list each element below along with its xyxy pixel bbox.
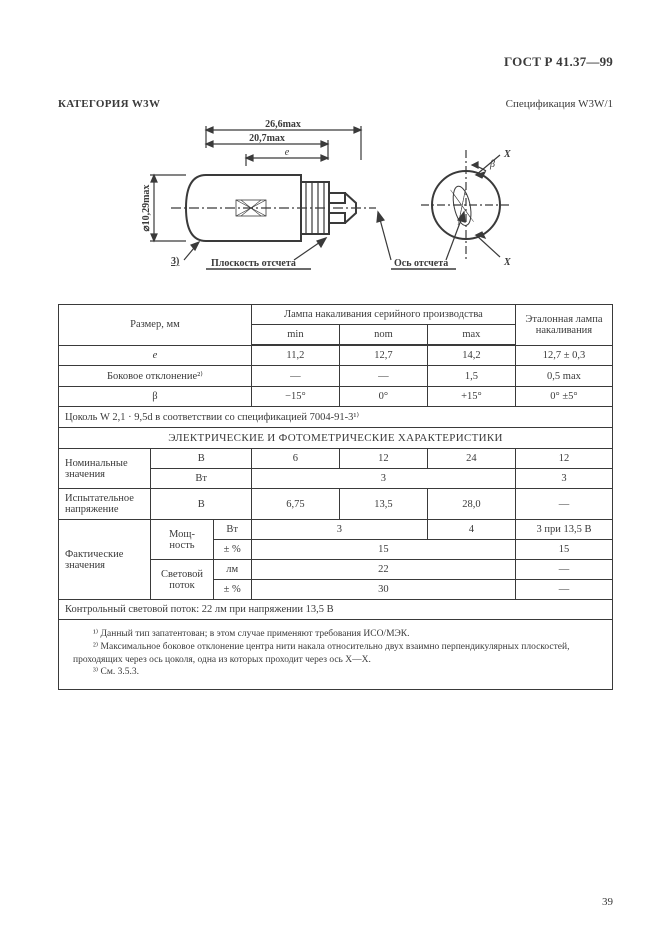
cell: 22 [251,560,515,580]
section-title-row: ЭЛЕКТРИЧЕСКИЕ И ФОТОМЕТРИЧЕСКИЕ ХАРАКТЕР… [59,428,613,449]
hdr-size: Размер, мм [59,305,252,346]
cell: 0,5 max [515,366,612,387]
cell: 30 [251,580,515,600]
cell: 28,0 [427,489,515,520]
cell: 3 при 13,5 В [515,520,612,540]
cell: 12 [515,449,612,469]
section-title: ЭЛЕКТРИЧЕСКИЕ И ФОТОМЕТРИЧЕСКИЕ ХАРАКТЕР… [59,428,613,449]
table-row: Номинальные значения В 6 12 24 12 [59,449,613,469]
page-number: 39 [602,896,613,908]
cell: — [251,366,339,387]
unit-pct: ± % [213,540,251,560]
cell: 11,2 [251,345,339,366]
cell: +15° [427,387,515,407]
cell: 15 [251,540,515,560]
page: ГОСТ Р 41.37—99 КАТЕГОРИЯ W3W Спецификац… [0,0,661,690]
sub-max: max [427,325,515,346]
dim-diameter: ⌀10,29max [141,185,152,232]
cell: 3 [515,469,612,489]
table-row: β −15° 0° +15° 0° ±5° [59,387,613,407]
ref-3: 3) [171,256,179,267]
unit-V: В [151,449,251,469]
cell: 6 [251,449,339,469]
cell: 1,5 [427,366,515,387]
cell: 24 [427,449,515,469]
dim-outer: 26,6max [265,120,301,130]
nom-label: Номинальные значения [59,449,151,489]
cell: 0° [339,387,427,407]
table-header-row: Размер, мм Лампа накаливания серийного п… [59,305,613,325]
flux-label: Световой поток [151,560,213,600]
hdr-serial: Лампа накаливания серийного производства [251,305,515,325]
ctrl-row: Контрольный световой поток: 22 лм при на… [59,600,613,620]
axis-label: Ось отсчета [394,258,448,269]
plane-label: Плоскость отсчета [211,258,296,269]
sub-nom: nom [339,325,427,346]
cap-text: Цоколь W 2,1 · 9,5d в соответствии со сп… [59,407,613,428]
unit-pct: ± % [213,580,251,600]
cell: −15° [251,387,339,407]
axis-x-bot: X [503,257,511,268]
spec-label: Спецификация W3W/1 [506,98,613,110]
sub-min: min [251,325,339,346]
cell: — [339,366,427,387]
unit-W: Вт [151,469,251,489]
cell: 0° ±5° [515,387,612,407]
cell: β [59,387,252,407]
cap-row: Цоколь W 2,1 · 9,5d в соответствии со сп… [59,407,613,428]
cell: 3 [251,469,515,489]
standard-code: ГОСТ Р 41.37—99 [58,54,613,70]
table-row: e 11,2 12,7 14,2 12,7 ± 0,3 [59,345,613,366]
dim-e: e [284,147,289,158]
unit-lm: лм [213,560,251,580]
header-row: КАТЕГОРИЯ W3W Спецификация W3W/1 [58,98,613,110]
cell: 14,2 [427,345,515,366]
axis-x-top: X [503,149,511,160]
cell: — [515,580,612,600]
cell: 13,5 [339,489,427,520]
category-label: КАТЕГОРИЯ W3W [58,98,160,110]
cell: 12,7 [339,345,427,366]
cell: 12 [339,449,427,469]
hdr-ref: Эталонная лампа накаливания [515,305,612,346]
cell: — [515,560,612,580]
cell: 15 [515,540,612,560]
table-row: Фактические значения Мощ- ность Вт 3 4 3… [59,520,613,540]
cell: 4 [427,520,515,540]
test-label: Испытательное напряжение [59,489,151,520]
cell: 6,75 [251,489,339,520]
cell: — [515,489,612,520]
table-row: Испытательное напряжение В 6,75 13,5 28,… [59,489,613,520]
cell: 12,7 ± 0,3 [515,345,612,366]
footnote-1: ¹⁾ Данный тип запатентован; в этом случа… [73,628,598,641]
ctrl-text: Контрольный световой поток: 22 лм при на… [59,600,613,620]
cell: Боковое отклонение²⁾ [59,366,252,387]
power-label: Мощ- ность [151,520,213,560]
unit-W: Вт [213,520,251,540]
unit-V: В [151,489,251,520]
actual-label: Фактические значения [59,520,151,600]
spec-table: Размер, мм Лампа накаливания серийного п… [58,304,613,620]
footnotes: ¹⁾ Данный тип запатентован; в этом случа… [58,620,613,690]
lamp-diagram: 26,6max 20,7max e [116,120,556,290]
table-row: Боковое отклонение²⁾ — — 1,5 0,5 max [59,366,613,387]
cell: e [59,345,252,366]
footnote-3: ³⁾ См. 3.5.3. [73,666,598,679]
footnote-2: ²⁾ Максимальное боковое отклонение центр… [73,641,598,667]
cell: 3 [251,520,427,540]
dim-inner: 20,7max [249,133,285,144]
